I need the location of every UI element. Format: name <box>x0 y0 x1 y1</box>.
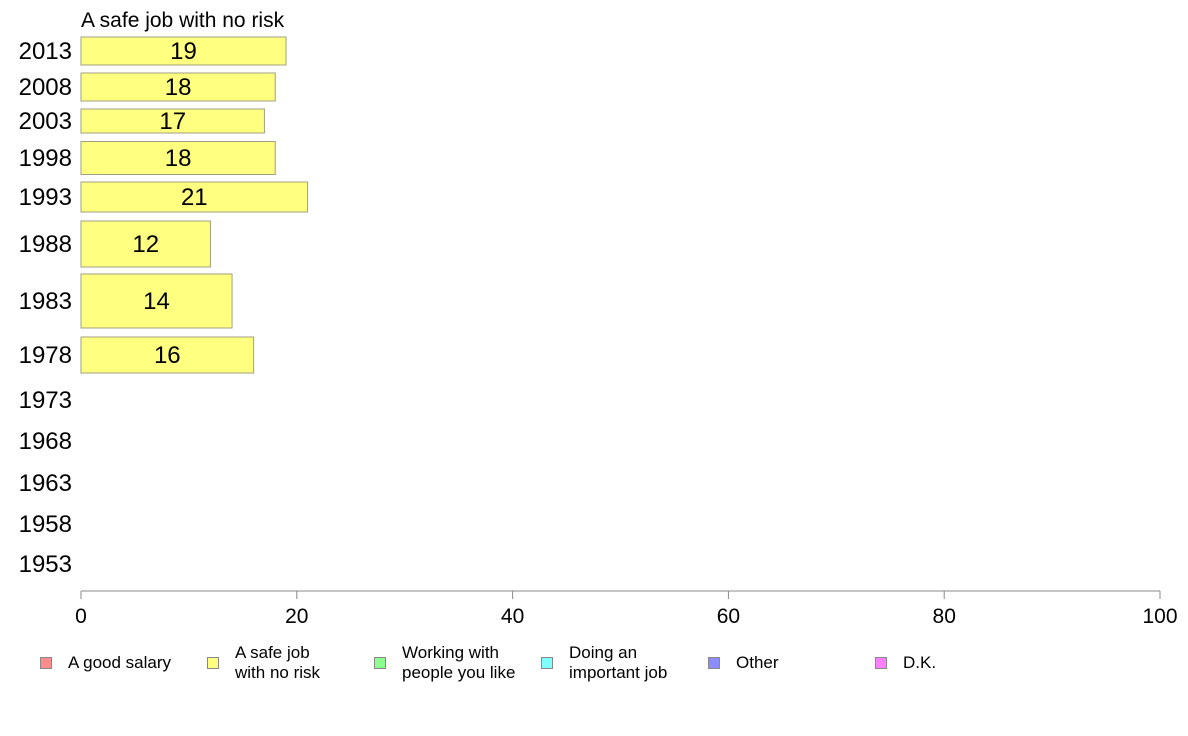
bar-value-label-2008: 18 <box>165 74 192 101</box>
legend-label: Working with people you like <box>402 643 516 682</box>
bar-value-label-1983: 14 <box>143 288 170 315</box>
bar-2008 <box>80 72 276 102</box>
x-tick-label-100: 100 <box>1142 605 1177 628</box>
legend-item: Doing an important job <box>541 641 667 685</box>
legend-item: D.K. <box>875 641 936 685</box>
year-label-1953: 1953 <box>19 551 72 578</box>
year-label-2008: 2008 <box>19 74 72 101</box>
year-label-1958: 1958 <box>19 511 72 538</box>
legend-item: Other <box>708 641 779 685</box>
year-label-1983: 1983 <box>19 288 72 315</box>
bar-1993 <box>80 181 309 213</box>
legend-item: A safe job with no risk <box>207 641 320 685</box>
legend: A good salary A safe job with no risk Work… <box>40 641 1180 685</box>
x-tick-label-80: 80 <box>933 605 956 628</box>
year-label-1963: 1963 <box>19 470 72 497</box>
bar-value-label-1988: 12 <box>132 231 159 258</box>
x-axis: 0 20 40 60 80 100 <box>75 590 1178 628</box>
legend-swatch <box>207 657 219 669</box>
bar-value-label-2003: 17 <box>159 108 186 135</box>
year-label-1978: 1978 <box>19 342 72 369</box>
x-tick-label-40: 40 <box>501 605 524 628</box>
year-labels-group: 2013 2008 2003 1998 1993 1988 1983 1978 1973 1968… <box>19 38 72 578</box>
legend-label: Other <box>736 653 779 672</box>
bars-group: 19 18 17 18 21 12 14 16 <box>80 36 309 374</box>
bar-1998 <box>80 141 276 175</box>
year-label-2003: 2003 <box>19 108 72 135</box>
bar-2013 <box>80 36 287 66</box>
bar-value-label-1993: 21 <box>181 184 208 211</box>
bar-1978 <box>80 336 255 374</box>
x-tick-label-0: 0 <box>75 605 87 628</box>
legend-label: A good salary <box>68 653 172 672</box>
year-label-1968: 1968 <box>19 428 72 455</box>
legend-label: Doing an important job <box>569 643 668 682</box>
year-label-1993: 1993 <box>19 184 72 211</box>
legend-swatch <box>40 657 52 669</box>
legend-label: D.K. <box>903 653 937 672</box>
legend-swatch <box>875 657 887 669</box>
legend-item: A good salary <box>40 641 171 685</box>
bar-1988 <box>80 220 211 268</box>
bar-2003 <box>80 108 265 134</box>
bar-value-label-2013: 19 <box>170 38 197 65</box>
x-tick-label-60: 60 <box>717 605 740 628</box>
legend-swatch <box>541 657 553 669</box>
year-label-1988: 1988 <box>19 231 72 258</box>
chart-title: A safe job with no risk <box>81 9 285 32</box>
year-label-2013: 2013 <box>19 38 72 65</box>
year-label-1998: 1998 <box>19 145 72 172</box>
bar-value-label-1998: 18 <box>165 145 192 172</box>
legend-swatch <box>374 657 386 669</box>
bar-1983 <box>80 273 233 329</box>
x-tick-label-20: 20 <box>285 605 308 628</box>
legend-swatch <box>708 657 720 669</box>
legend-label: A safe job with no risk <box>235 643 321 682</box>
year-label-1973: 1973 <box>19 387 72 414</box>
legend-item: Working with people you like <box>374 641 515 685</box>
bar-value-label-1978: 16 <box>154 342 181 369</box>
